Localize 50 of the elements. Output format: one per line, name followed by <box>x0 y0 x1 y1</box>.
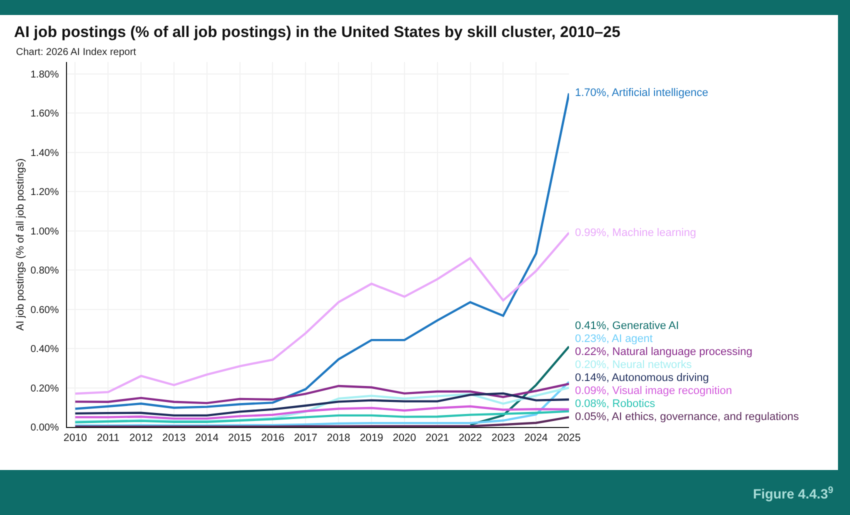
chart-subtitle: Chart: 2026 AI Index report <box>16 47 136 58</box>
x-tick-label: 2016 <box>261 432 285 444</box>
y-tick-label: 0.20% <box>30 383 59 394</box>
line-series <box>74 232 569 395</box>
x-tick-label: 2018 <box>326 432 350 444</box>
x-tick-label: 2025 <box>557 432 581 444</box>
y-tick-label: 0.40% <box>30 344 59 356</box>
y-tick-label: 0.60% <box>30 304 59 316</box>
text: 0.05%, AI ethics, governance, and regulations <box>575 411 799 423</box>
x-tick-label: 2019 <box>360 432 384 444</box>
y-axis-title: AI job postings (% of all job postings) <box>14 158 26 331</box>
line-series <box>74 405 569 420</box>
y-tick-label: 1.80% <box>30 69 59 80</box>
x-tick-label: 2014 <box>195 432 219 444</box>
x-tick-label: 2017 <box>294 432 318 444</box>
line-series <box>74 416 569 427</box>
text: 0.23%, AI agent <box>575 333 653 345</box>
text: 1.70%, Artificial intelligence <box>575 87 708 99</box>
line-series <box>74 380 569 427</box>
x-tick-label: 2021 <box>426 432 450 444</box>
y-tick-label: 1.20% <box>30 187 59 198</box>
line-series <box>469 345 569 426</box>
x-tick-label: 2011 <box>96 432 120 444</box>
x-tick-label: 2022 <box>458 432 482 444</box>
text: 0.22%, Natural language processing <box>575 346 752 358</box>
text: 0.20%, Neural networks <box>575 359 692 371</box>
text: 0.09%, Visual image recognition <box>575 385 732 397</box>
text: 0.08%, Robotics <box>575 398 656 410</box>
line-series <box>74 386 569 423</box>
line-series <box>74 392 569 417</box>
y-tick-label: 1.40% <box>30 148 59 159</box>
y-tick-label: 0.00% <box>30 422 59 434</box>
chart-title: AI job postings (% of all job postings) in the United States by skill cluster, 2010–25 <box>14 24 621 41</box>
x-tick-label: 2012 <box>129 432 153 444</box>
caption: Figure 4.4.3$^{9}$ <box>753 485 834 502</box>
text: 0.99%, Machine learning <box>575 227 696 239</box>
y-tick-label: 1.60% <box>30 108 59 120</box>
x-tick-label: 2013 <box>162 432 186 444</box>
line-series <box>74 382 569 404</box>
y-tick-label: 1.00% <box>30 226 59 238</box>
y-tick-label: 0.80% <box>30 266 59 277</box>
x-tick-label: 2024 <box>524 432 548 444</box>
x-tick-label: 2015 <box>228 432 252 444</box>
x-tick-label: 2020 <box>392 432 416 444</box>
x-tick-label: 2023 <box>491 432 515 444</box>
line-series <box>74 410 569 424</box>
text: 0.14%, Autonomous driving <box>575 372 709 384</box>
text: 0.41%, Generative AI <box>575 320 679 332</box>
x-tick-label: 2010 <box>64 432 88 444</box>
line-series <box>74 92 569 410</box>
